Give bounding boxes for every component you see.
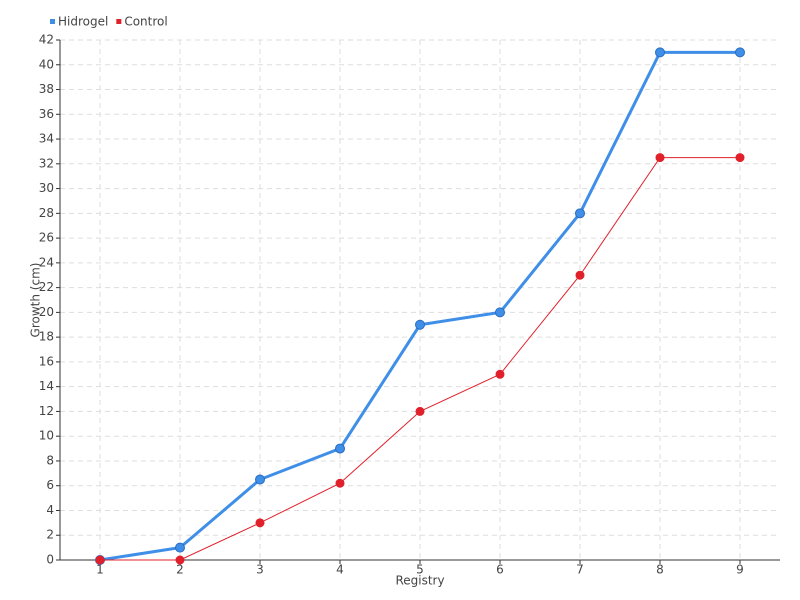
data-point — [335, 443, 345, 454]
x-tick-label: 9 — [736, 563, 744, 577]
data-point — [255, 474, 265, 485]
y-tick-label: 42 — [39, 33, 54, 47]
y-tick-label: 6 — [46, 478, 54, 492]
legend-swatch — [116, 19, 122, 24]
y-tick-label: 34 — [39, 132, 54, 146]
x-tick-label: 4 — [336, 563, 344, 577]
y-tick-label: 10 — [39, 429, 54, 443]
y-tick-label: 32 — [39, 156, 54, 170]
y-tick-label: 38 — [39, 82, 54, 96]
y-tick-label: 26 — [39, 231, 54, 245]
data-point — [415, 319, 425, 330]
y-tick-label: 16 — [39, 354, 54, 368]
y-tick-label: 20 — [39, 305, 54, 319]
y-tick-label: 0 — [46, 553, 54, 567]
data-point — [95, 555, 105, 565]
data-point — [175, 555, 185, 565]
legend-label: Hidrogel — [58, 15, 108, 29]
y-tick-label: 14 — [39, 379, 54, 393]
data-point — [495, 369, 505, 379]
x-tick-label: 3 — [256, 563, 264, 577]
data-point — [335, 478, 345, 488]
data-point — [575, 208, 585, 219]
y-tick-label: 12 — [39, 404, 54, 418]
data-point — [655, 47, 665, 58]
y-tick-label: 30 — [39, 181, 54, 195]
x-tick-label: 5 — [416, 563, 424, 577]
legend-swatch — [50, 19, 55, 24]
y-tick-label: 8 — [46, 453, 54, 467]
legend-label: Control — [124, 15, 167, 29]
data-point — [735, 153, 745, 163]
y-tick-label: 40 — [39, 57, 54, 71]
y-axis-label: Growth (cm) — [29, 263, 43, 338]
y-tick-label: 4 — [46, 503, 54, 517]
y-tick-label: 2 — [46, 528, 54, 542]
y-tick-label: 22 — [39, 280, 54, 294]
x-tick-label: 2 — [176, 563, 184, 577]
data-point — [255, 518, 265, 528]
data-point — [735, 47, 745, 58]
x-tick-label: 8 — [656, 563, 664, 577]
data-point — [495, 307, 505, 318]
data-point — [175, 542, 185, 553]
x-tick-label: 1 — [96, 563, 104, 577]
data-point — [415, 406, 425, 416]
data-point — [655, 153, 665, 163]
y-tick-label: 24 — [39, 255, 54, 269]
data-point — [575, 270, 585, 280]
x-tick-label: 7 — [576, 563, 584, 577]
y-tick-label: 18 — [39, 330, 54, 344]
x-axis-label: Registry — [395, 574, 444, 588]
y-tick-label: 36 — [39, 107, 54, 121]
x-tick-label: 6 — [496, 563, 504, 577]
y-tick-label: 28 — [39, 206, 54, 220]
